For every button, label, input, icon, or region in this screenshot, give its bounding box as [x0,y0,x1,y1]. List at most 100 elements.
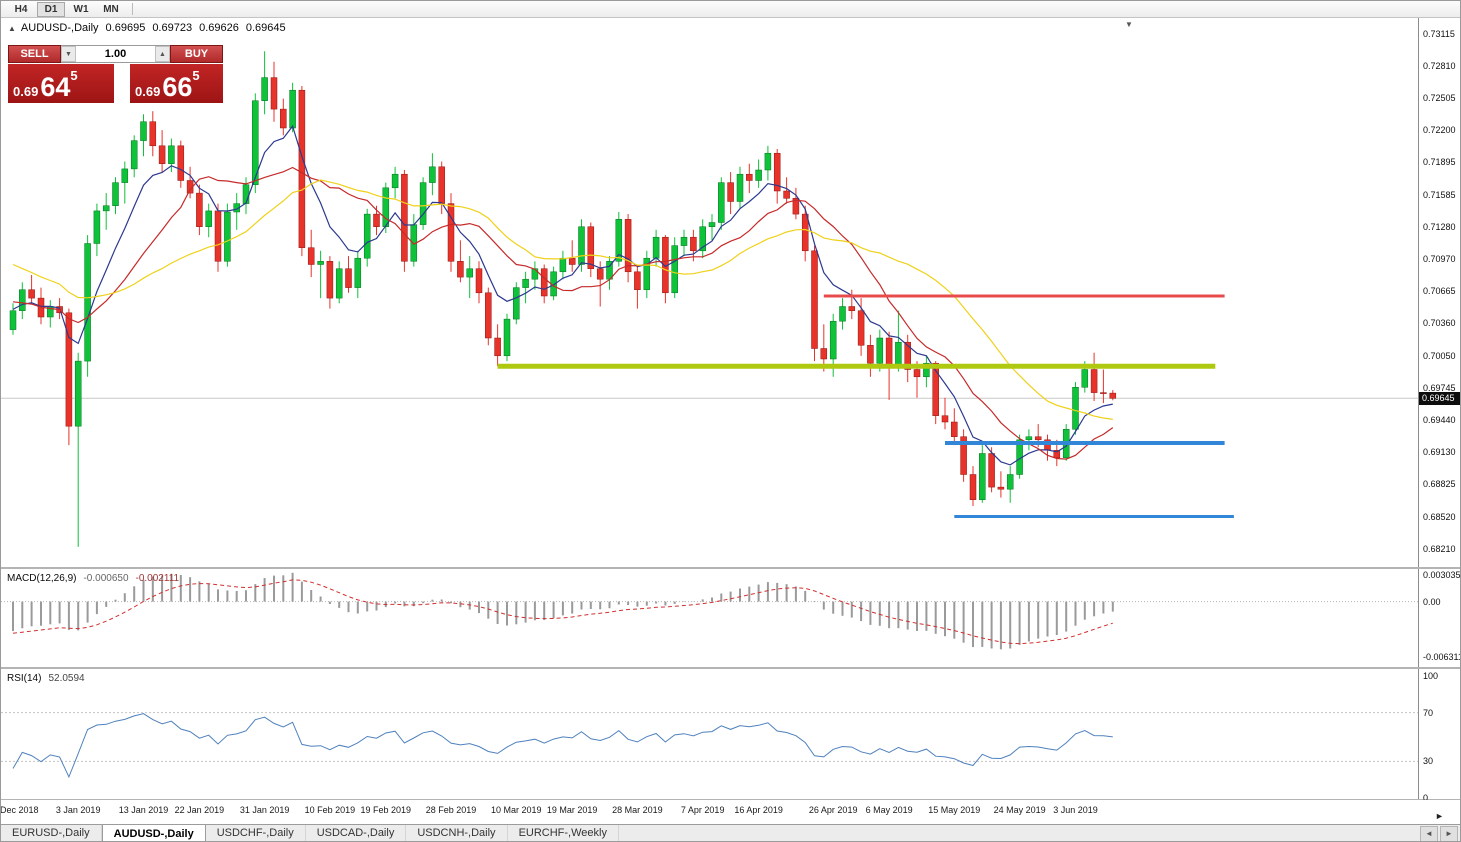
price-axis-label: 0.69130 [1423,447,1456,458]
tab-list: EURUSD-,Daily AUDUSD-,Daily USDCHF-,Daily U… [1,824,619,841]
time-axis-label: 26 Apr 2019 [808,805,858,815]
macd-axis-label: 0.00 [1423,596,1441,607]
price-axis-label: 0.72200 [1423,125,1456,136]
bid-price-big-digits: 64 [40,72,71,102]
current-price-tag: 0.69645 [1419,392,1460,406]
rsi-value: 52.0594 [48,673,85,684]
arrow-right-icon: ► [1445,829,1453,838]
candlestick-chart[interactable] [1,18,1418,572]
rsi-panel[interactable]: RSI(14) 52.0594 [1,669,1418,799]
collapse-panel-icon[interactable]: ▲ [8,23,16,33]
tab-usdcad-daily[interactable]: USDCAD-,Daily [306,825,407,841]
one-click-trading-panel: SELL ▼ ▲ BUY 0.69 64 5 [8,45,223,103]
rsi-chart[interactable] [1,669,1418,804]
macd-scale[interactable]: 0.003035 0.00 -0.006311 [1418,569,1461,667]
time-axis-label: 10 Feb 2019 [304,805,356,815]
rsi-axis-label: 100 [1423,671,1439,681]
tab-usdchf-daily[interactable]: USDCHF-,Daily [206,825,306,841]
chevron-up-icon: ▲ [159,51,166,58]
time-axis-label: 7 Apr 2019 [680,805,725,815]
time-axis-label: 15 May 2019 [928,805,981,815]
rsi-indicator-name: RSI(14) [7,673,42,684]
ask-price-prefix: 0.69 [135,84,161,99]
rsi-scale[interactable]: 100 70 30 0 [1418,669,1460,803]
time-axis-label: 28 Feb 2019 [425,805,477,815]
chevron-down-icon: ▼ [65,51,72,58]
price-axis-label: 0.72810 [1423,61,1456,71]
scroll-right-icon[interactable]: ► [1435,811,1444,821]
price-axis-label: 0.68210 [1423,544,1456,554]
price-axis-label: 0.69745 [1423,382,1456,393]
price-axis-label: 0.70970 [1423,254,1456,265]
toolbar-periods: H4 D1 W1 MN [7,1,127,17]
bid-price-prefix: 0.69 [13,84,39,99]
chart-symbol-label: AUDUSD-,Daily [20,22,99,34]
sell-button[interactable]: SELL [8,45,61,63]
time-axis-label: 25 Dec 2018 [0,805,39,815]
volume-input[interactable] [76,46,155,62]
time-axis-label: 13 Jan 2019 [118,805,169,815]
toolbar-separator [132,3,133,15]
ohlc-high: 0.69723 [152,22,193,34]
rsi-axis-label: 0 [1423,793,1429,803]
period-button-w1[interactable]: W1 [73,3,89,15]
macd-label-line: MACD(12,26,9) -0.000650 -0.002111 [7,573,179,584]
tab-audusd-daily[interactable]: AUDUSD-,Daily [101,824,206,841]
price-scale[interactable]: 0.73115 0.72810 0.72505 0.72200 0.71895 0.715… [1418,18,1460,567]
tab-navigation: ◄ ► [1420,825,1460,841]
tab-usdcnh-daily[interactable]: USDCNH-,Daily [406,825,508,841]
ask-price-button[interactable]: 0.69 66 5 [130,64,223,103]
volume-decrease-button[interactable]: ▼ [61,46,76,62]
time-axis-label: 31 Jan 2019 [239,805,290,815]
panel-divider[interactable] [1,667,1460,669]
tab-eurchf-weekly[interactable]: EURCHF-,Weekly [508,825,619,841]
ohlc-open: 0.69695 [105,22,146,34]
period-button-d1[interactable]: D1 [37,1,65,17]
time-axis-label: 19 Mar 2019 [546,805,598,815]
chart-shift-marker-icon[interactable]: ▼ [1125,20,1133,29]
volume-increase-button[interactable]: ▲ [155,46,170,62]
macd-signal-value: -0.002111 [135,573,180,584]
macd-indicator-name: MACD(12,26,9) [7,573,77,584]
bid-price-pip-digit: 5 [70,68,78,83]
time-axis-label: 6 May 2019 [865,805,913,815]
time-axis-label: 24 May 2019 [993,805,1046,815]
price-axis-label: 0.71585 [1423,189,1456,200]
macd-panel[interactable]: MACD(12,26,9) -0.000650 -0.002111 [1,569,1418,667]
time-axis-label: 10 Mar 2019 [491,805,542,815]
time-axis-label: 28 Mar 2019 [612,805,663,815]
tab-scroll-left-button[interactable]: ◄ [1420,826,1438,841]
tab-eurusd-daily[interactable]: EURUSD-,Daily [1,825,102,841]
rsi-label-line: RSI(14) 52.0594 [7,673,85,684]
price-axis-label: 0.69440 [1423,414,1456,425]
price-axis-label: 0.71280 [1423,221,1456,232]
period-button-mn[interactable]: MN [103,3,119,15]
bid-price-button[interactable]: 0.69 64 5 [8,64,114,103]
buy-button[interactable]: BUY [170,45,223,63]
price-axis-label: 0.70360 [1423,318,1456,329]
rsi-axis-label: 30 [1423,756,1434,767]
price-axis-label: 0.68520 [1423,511,1456,522]
time-axis-label: 3 Jan 2019 [55,805,101,815]
time-axis-label: 16 Apr 2019 [734,805,783,815]
tab-scroll-right-button[interactable]: ► [1440,826,1458,841]
macd-axis-label: -0.006311 [1423,652,1461,662]
macd-axis-label: 0.003035 [1423,570,1461,580]
time-axis-label: 3 Jun 2019 [1053,805,1098,815]
time-axis[interactable]: 25 Dec 2018 3 Jan 2019 13 Jan 2019 22 Jan 2… [0,800,1460,824]
main-chart-panel[interactable]: ▼ ▲ AUDUSD-,Daily 0.69695 0.69723 0.6962… [1,18,1418,567]
panel-divider[interactable] [1,567,1460,569]
price-axis-label: 0.71895 [1423,157,1456,168]
ask-price-big-digits: 66 [162,72,193,102]
price-axis-label: 0.70665 [1423,286,1456,297]
macd-chart[interactable] [1,569,1418,672]
price-axis-label: 0.73115 [1423,29,1455,39]
ohlc-low: 0.69626 [199,22,239,34]
arrow-left-icon: ◄ [1425,829,1433,838]
period-button-h4[interactable]: H4 [14,3,28,15]
rsi-axis-label: 70 [1423,707,1434,718]
price-axis-label: 0.68825 [1423,479,1456,490]
time-axis-label: 22 Jan 2019 [174,805,225,815]
panel-divider [1,799,1460,800]
